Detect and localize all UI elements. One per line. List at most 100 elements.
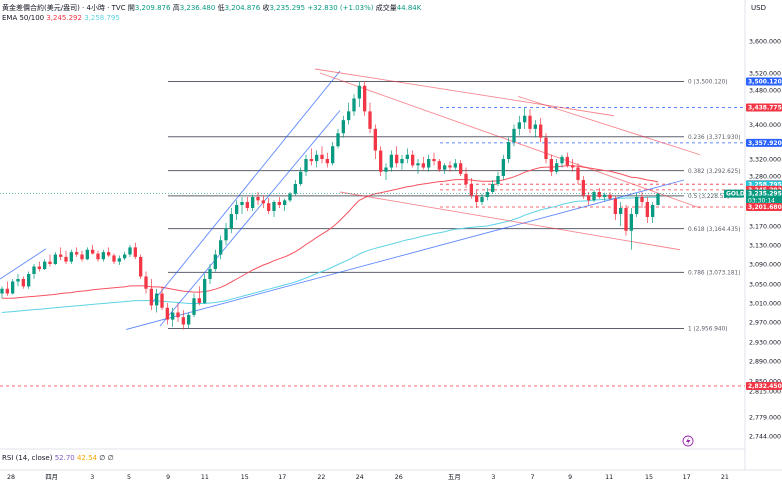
candle-body[interactable]	[245, 202, 249, 208]
candle-body[interactable]	[459, 163, 463, 174]
candle-body[interactable]	[59, 254, 63, 257]
candle-body[interactable]	[0, 288, 4, 294]
candle-body[interactable]	[256, 197, 260, 201]
candle-body[interactable]	[443, 165, 447, 170]
candle-body[interactable]	[53, 254, 57, 265]
candle-body[interactable]	[629, 214, 633, 231]
candle-body[interactable]	[379, 150, 383, 172]
candle-body[interactable]	[512, 128, 516, 142]
candle-body[interactable]	[432, 159, 436, 162]
candle-body[interactable]	[539, 124, 543, 138]
candle-body[interactable]	[400, 159, 404, 164]
candle-body[interactable]	[213, 254, 217, 270]
candle-body[interactable]	[165, 307, 169, 320]
candle-body[interactable]	[480, 197, 484, 202]
candle-body[interactable]	[325, 159, 329, 164]
candle-body[interactable]	[656, 193, 660, 205]
candle-body[interactable]	[101, 252, 105, 260]
lightning-icon[interactable]	[682, 435, 694, 447]
candle-body[interactable]	[496, 176, 500, 184]
candle-body[interactable]	[272, 202, 276, 211]
candle-body[interactable]	[176, 312, 180, 318]
candle-body[interactable]	[619, 208, 623, 214]
candle-body[interactable]	[635, 197, 639, 214]
candle-body[interactable]	[373, 128, 377, 151]
candle-body[interactable]	[608, 194, 612, 199]
candle-body[interactable]	[299, 171, 303, 184]
candle-body[interactable]	[112, 255, 116, 262]
candle-body[interactable]	[315, 154, 319, 162]
candle-body[interactable]	[475, 195, 479, 202]
candle-body[interactable]	[587, 195, 591, 201]
candle-body[interactable]	[37, 266, 41, 270]
candle-body[interactable]	[208, 269, 212, 279]
ema50-line[interactable]	[2, 165, 659, 299]
candle-body[interactable]	[507, 142, 511, 159]
candle-body[interactable]	[309, 159, 313, 162]
candle-body[interactable]	[485, 192, 489, 197]
candle-body[interactable]	[411, 154, 415, 166]
candle-body[interactable]	[64, 256, 68, 262]
candle-body[interactable]	[96, 253, 100, 260]
candle-body[interactable]	[69, 252, 73, 262]
candle-body[interactable]	[571, 165, 575, 168]
candle-body[interactable]	[395, 154, 399, 164]
candle-body[interactable]	[267, 203, 271, 211]
candle-body[interactable]	[203, 279, 207, 303]
candle-body[interactable]	[453, 163, 457, 168]
candle-body[interactable]	[16, 279, 20, 282]
candle-body[interactable]	[416, 163, 420, 166]
candle-body[interactable]	[240, 202, 244, 205]
candle-body[interactable]	[560, 156, 564, 164]
candle-body[interactable]	[533, 124, 537, 129]
candle-body[interactable]	[384, 167, 388, 172]
candle-body[interactable]	[123, 254, 127, 259]
candle-body[interactable]	[544, 137, 548, 159]
price-tag[interactable]	[746, 382, 782, 391]
price-tag[interactable]	[746, 77, 782, 86]
candle-body[interactable]	[368, 111, 372, 129]
candle-body[interactable]	[283, 200, 287, 205]
red-trend-line[interactable]	[339, 191, 681, 251]
price-tag[interactable]	[746, 202, 782, 211]
candle-body[interactable]	[464, 173, 468, 184]
candle-body[interactable]	[421, 163, 425, 168]
candle-body[interactable]	[576, 167, 580, 181]
candle-body[interactable]	[357, 85, 361, 99]
candle-body[interactable]	[528, 115, 532, 129]
red-trend-line[interactable]	[319, 72, 701, 209]
candle-body[interactable]	[160, 293, 164, 308]
candle-body[interactable]	[11, 281, 15, 294]
rsi-legend[interactable]: RSI (14, close) 52.70 42.54 ∅ ∅	[2, 454, 114, 462]
candle-body[interactable]	[320, 154, 324, 159]
candle-body[interactable]	[645, 202, 649, 217]
candle-body[interactable]	[448, 165, 452, 168]
candle-body[interactable]	[405, 154, 409, 159]
candle-body[interactable]	[21, 279, 25, 287]
candle-body[interactable]	[197, 298, 201, 303]
candle-body[interactable]	[293, 184, 297, 194]
candle-body[interactable]	[107, 252, 111, 256]
candle-body[interactable]	[336, 133, 340, 147]
candle-body[interactable]	[651, 205, 655, 217]
candle-body[interactable]	[192, 298, 196, 315]
candle-body[interactable]	[555, 163, 559, 172]
candle-body[interactable]	[144, 276, 148, 289]
candle-body[interactable]	[32, 266, 36, 275]
red-trend-line[interactable]	[517, 95, 701, 156]
candle-body[interactable]	[565, 156, 569, 166]
currency-label[interactable]: USD	[751, 4, 766, 12]
candle-body[interactable]	[75, 252, 79, 255]
candle-body[interactable]	[597, 192, 601, 197]
candle-body[interactable]	[133, 247, 137, 257]
ema100-line[interactable]	[1, 196, 658, 313]
candle-body[interactable]	[347, 111, 351, 121]
candle-body[interactable]	[304, 159, 308, 172]
candle-body[interactable]	[5, 288, 9, 294]
candle-body[interactable]	[363, 85, 367, 112]
candle-body[interactable]	[389, 154, 393, 168]
candle-body[interactable]	[352, 98, 356, 112]
price-tag[interactable]	[746, 103, 782, 112]
candle-body[interactable]	[549, 159, 553, 172]
